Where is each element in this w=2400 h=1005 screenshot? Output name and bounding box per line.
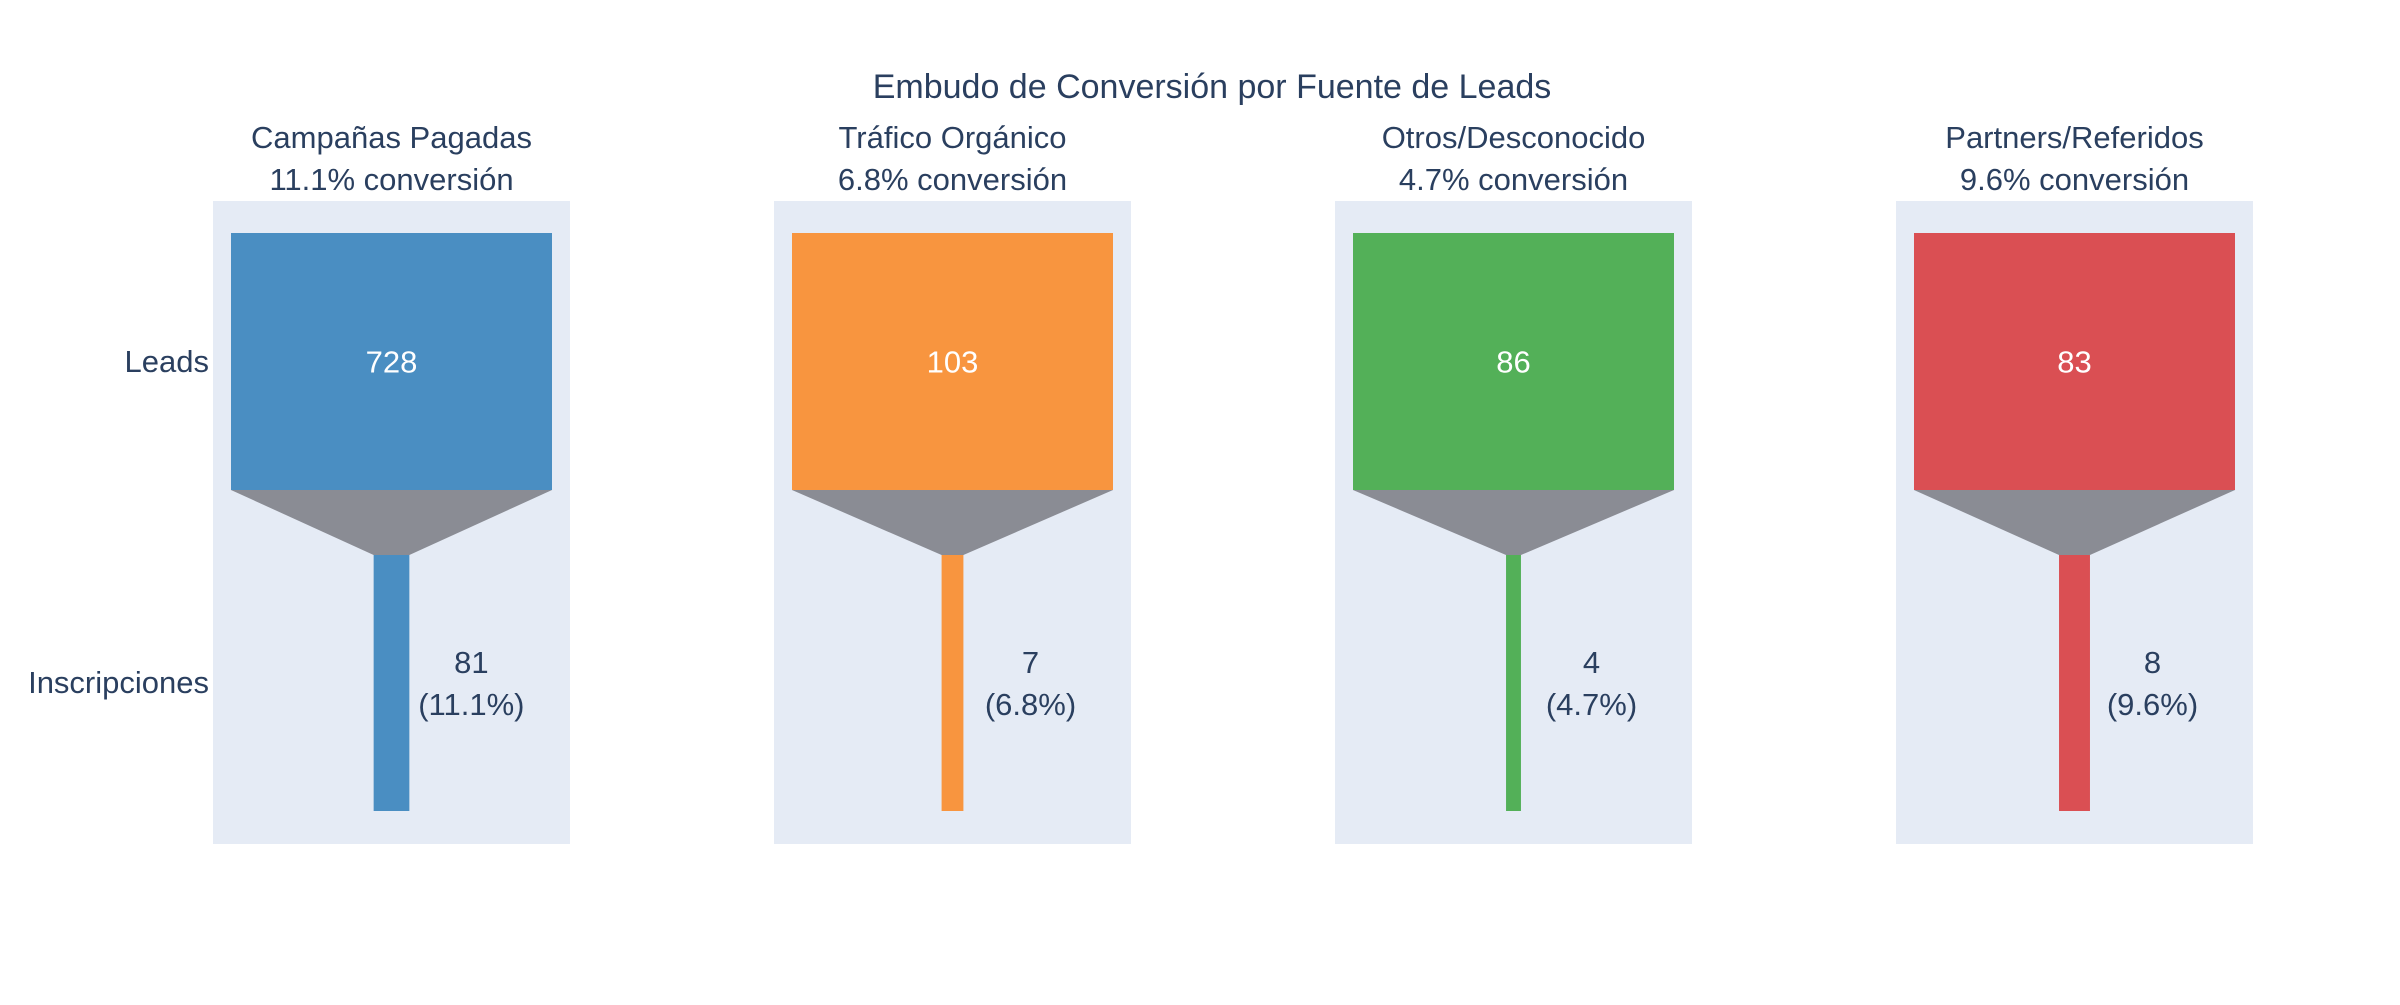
panel-title: Tráfico Orgánico [839, 120, 1067, 155]
bar-leads [1914, 233, 2235, 490]
panel-subtitle: 4.7% conversión [1399, 162, 1628, 197]
data-label-inscripciones: 7 [1022, 645, 1039, 680]
data-label-inscripciones: 81 [454, 645, 488, 680]
data-label-percent: (11.1%) [418, 687, 524, 722]
bar-inscripciones [941, 555, 964, 811]
data-label-percent: (9.6%) [2107, 687, 2198, 722]
bar-inscripciones [1506, 555, 1521, 811]
funnel-panel-otros-desconocido: Otros/Desconocido 4.7% conversión 86 4 (4.7%… [1335, 120, 1692, 844]
data-label-inscripciones: 8 [2144, 645, 2161, 680]
data-label-percent: (6.8%) [985, 687, 1076, 722]
data-label-leads: 103 [927, 345, 979, 380]
data-label-leads: 83 [2057, 345, 2091, 380]
funnel-connector [1914, 490, 2235, 555]
funnel-panel-partners-referidos: Partners/Referidos 9.6% conversión 83 8 (9.6… [1896, 120, 2253, 844]
funnel-connector [792, 490, 1113, 555]
chart-title: Embudo de Conversión por Fuente de Leads [873, 68, 1552, 106]
data-label-leads: 86 [1496, 345, 1530, 380]
bar-inscripciones [2059, 555, 2090, 811]
stage-label-inscripciones: Inscripciones [28, 665, 209, 700]
panel-title: Campañas Pagadas [251, 120, 532, 155]
bar-inscripciones [373, 555, 410, 811]
bar-leads [231, 233, 552, 490]
funnel-connector [1353, 490, 1674, 555]
panel-title: Partners/Referidos [1945, 120, 2203, 155]
panel-subtitle: 11.1% conversión [269, 162, 513, 197]
data-label-inscripciones: 4 [1583, 645, 1600, 680]
funnel-panel-trafico-organico: Tráfico Orgánico 6.8% conversión 103 7 (6.8%… [774, 120, 1131, 844]
panels-layer: Campañas Pagadas 11.1% conversión 728 81 (11… [213, 120, 2253, 844]
panel-subtitle: 6.8% conversión [838, 162, 1067, 197]
funnel-connector [231, 490, 552, 555]
panel-title: Otros/Desconocido [1382, 120, 1646, 155]
stage-label-leads: Leads [125, 344, 209, 379]
funnel-panel-campanas-pagadas: Campañas Pagadas 11.1% conversión 728 81 (11… [213, 120, 570, 844]
data-label-percent: (4.7%) [1546, 687, 1637, 722]
bar-leads [792, 233, 1113, 490]
data-label-leads: 728 [366, 345, 418, 380]
bar-leads [1353, 233, 1674, 490]
panel-subtitle: 9.6% conversión [1960, 162, 2189, 197]
